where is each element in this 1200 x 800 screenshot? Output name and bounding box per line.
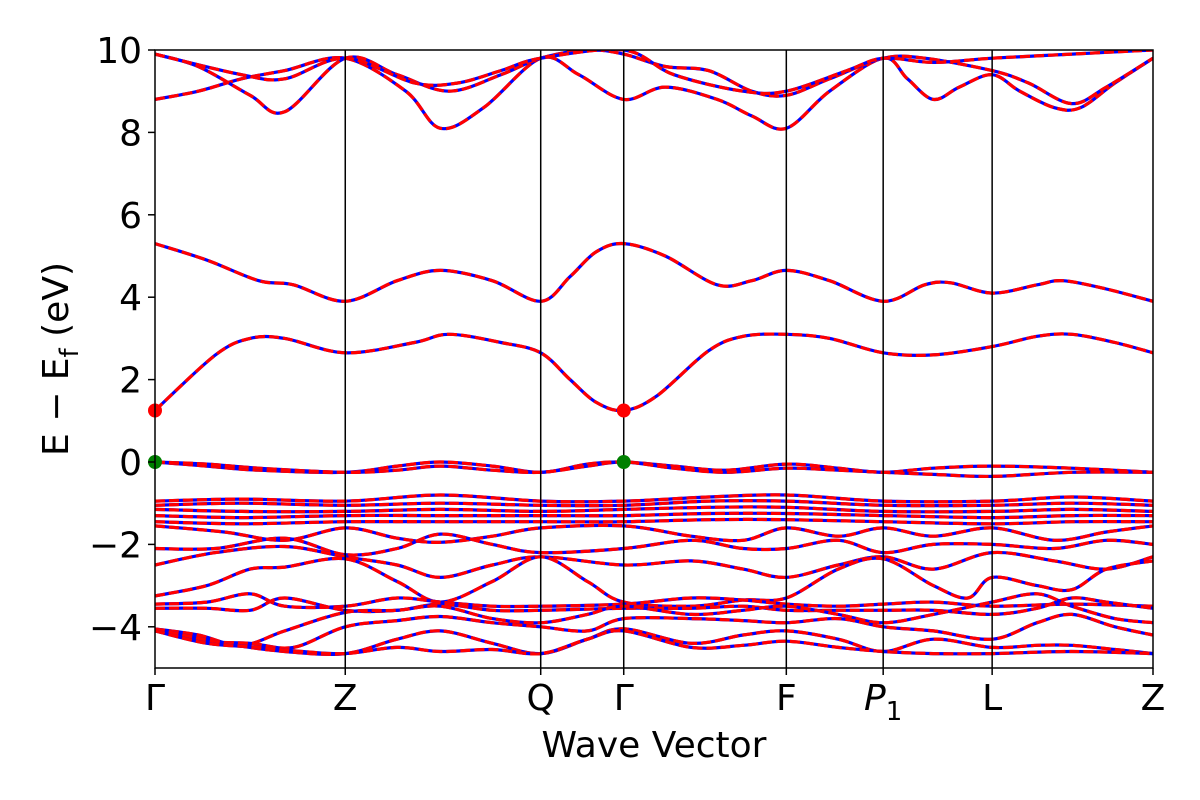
y-tick-label-0: −4 xyxy=(89,608,142,649)
band-line-7 xyxy=(155,493,1153,504)
x-tick-label-6: L xyxy=(982,678,1002,719)
y-tick-label-2: 0 xyxy=(119,443,142,484)
band-line-16 xyxy=(155,592,1153,610)
cbm-marker-1 xyxy=(616,403,631,418)
x-tick-label-7: Z xyxy=(1141,678,1166,719)
x-axis-title: Wave Vector xyxy=(542,725,767,766)
band-line-11 xyxy=(155,517,1153,526)
band-line-4 xyxy=(155,50,1153,96)
y-tick-label-1: −2 xyxy=(89,525,142,566)
vbm-marker-3 xyxy=(616,455,631,469)
x-tick-label-1: Z xyxy=(333,678,358,719)
y-tick-label-7: 10 xyxy=(96,31,142,72)
band-line-9 xyxy=(155,505,1153,514)
y-tick-label-6: 8 xyxy=(119,113,142,154)
band-line-13 xyxy=(155,532,1153,557)
band-line-15 xyxy=(155,555,1153,608)
band-line-18 xyxy=(155,592,1153,647)
y-axis-title-unit: (eV) xyxy=(36,262,77,348)
y-axis-title-main: E − E xyxy=(36,357,77,456)
band-edge-markers xyxy=(148,403,631,469)
band-line-17 xyxy=(155,596,1153,617)
band-line-3 xyxy=(155,50,1153,115)
band-line-10 xyxy=(155,511,1153,520)
x-tick-label-5: P1 xyxy=(864,678,902,727)
band-line-21 xyxy=(155,629,1153,656)
x-tick-label-4: F xyxy=(776,678,797,719)
y-tick-label-5: 6 xyxy=(119,196,142,237)
band-line-19 xyxy=(155,612,1153,650)
x-axis-ticks: Γ Z Q Γ F P1 L Z xyxy=(145,668,1165,727)
band-line-14 xyxy=(155,544,1153,580)
y-axis-title: E − Ef (eV) xyxy=(36,262,85,456)
band-line-base-3 xyxy=(155,50,1153,115)
y-axis-ticks: −4 −2 0 2 4 6 8 10 xyxy=(89,31,155,649)
y-axis-title-sub: f xyxy=(55,347,85,357)
y-tick-label-4: 4 xyxy=(119,278,142,319)
band-line-base-19 xyxy=(155,612,1153,650)
band-line-8 xyxy=(155,499,1153,508)
y-tick-label-3: 2 xyxy=(119,361,142,402)
kpoint-lines xyxy=(344,50,993,668)
band-line-0 xyxy=(155,332,1153,413)
x-tick-label-0: Γ xyxy=(145,678,165,719)
band-line-12 xyxy=(155,523,1153,544)
plot-frame xyxy=(154,49,1154,669)
x-tick-label-3: Γ xyxy=(614,678,634,719)
band-lines xyxy=(155,50,1153,656)
x-tick-label-2: Q xyxy=(527,678,555,719)
